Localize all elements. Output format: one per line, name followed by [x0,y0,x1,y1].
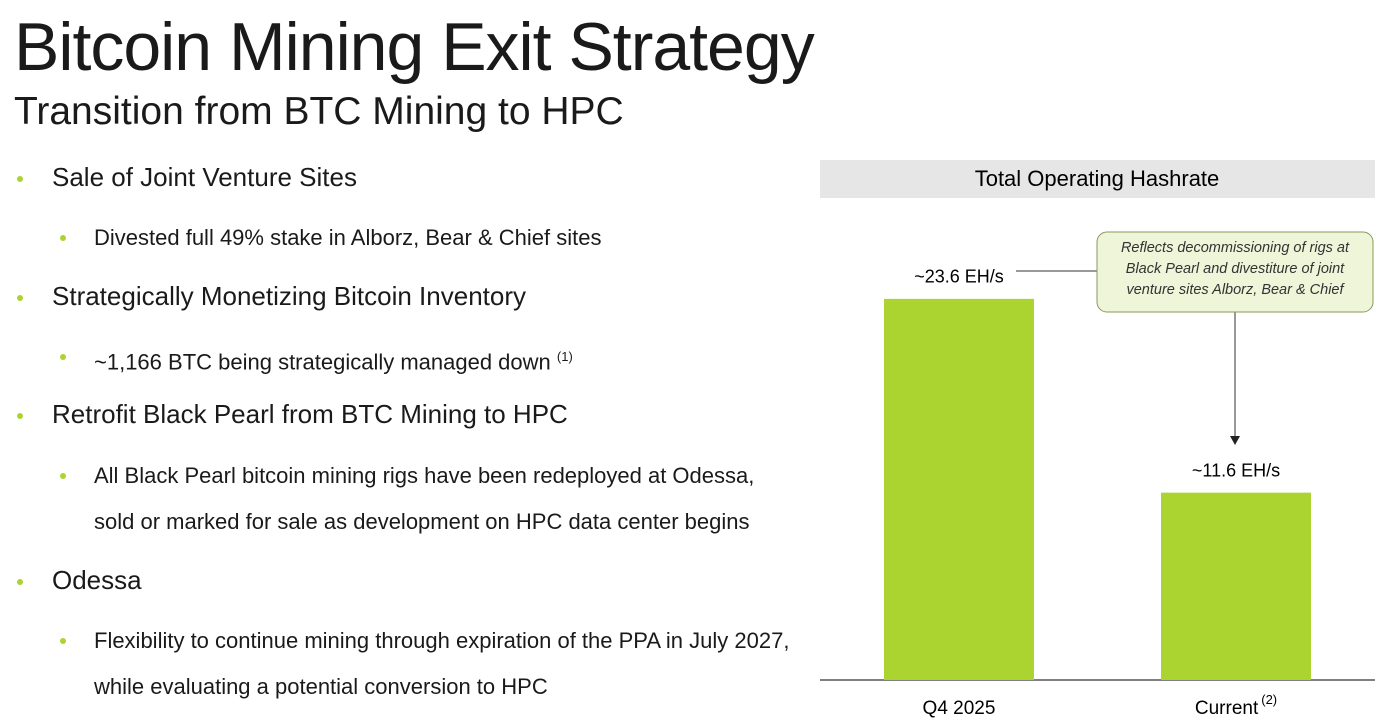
bullet-dot [17,295,23,301]
bar [1161,492,1311,680]
bullet-dot [17,176,23,182]
category-note: (2) [1261,692,1277,707]
sub-bullet-text: All Black Pearl bitcoin mining rigs have… [94,463,755,534]
chart-header [820,160,1375,198]
sub-bullet: Divested full 49% stake in Alborz, Bear … [94,215,794,261]
bullet: Strategically Monetizing Bitcoin Invento… [52,281,527,311]
sub-bullet: All Black Pearl bitcoin mining rigs have… [94,453,794,545]
arrow-head [1230,436,1240,445]
bullet-dot [60,354,66,360]
bullet-dot [17,579,23,585]
sub-bullet-text: ~1,166 BTC being strategically managed d… [94,349,551,375]
x-tick-label: Current (2) [1195,692,1277,719]
chart-title: Total Operating Hashrate [975,166,1220,191]
x-tick-label: Q4 2025 [923,698,996,719]
title: Bitcoin Mining Exit Strategy [14,9,815,85]
category-label: Current [1195,698,1259,719]
sub-bullet: Flexibility to continue mining through e… [94,618,794,710]
value-label: ~11.6 EH/s [1192,460,1280,480]
bullet-dot [60,473,66,479]
category-label: Q4 2025 [923,698,996,719]
bullet: Odessa [52,565,142,595]
sub-bullet-text: Divested full 49% stake in Alborz, Bear … [94,225,602,250]
bullet-dot [60,235,66,241]
value-label: ~23.6 EH/s [914,267,1004,287]
sub-bullet-text: Flexibility to continue mining through e… [94,628,790,699]
bullet: Sale of Joint Venture Sites [52,162,357,192]
bullet-dot [60,638,66,644]
bullet-dot [17,413,23,419]
annotation-box [1096,231,1374,313]
sub-bullet: ~1,166 BTC being strategically managed d… [94,334,794,385]
annotation-text: Reflects decommissioning of rigs at Blac… [1120,240,1350,298]
footnote-ref: (1) [556,349,573,364]
bullet: Retrofit Black Pearl from BTC Mining to … [52,399,568,429]
subtitle: Transition from BTC Mining to HPC [14,90,624,133]
bar [884,298,1034,680]
annotation: Reflects decommissioning of rigs at Blac… [1120,240,1350,298]
